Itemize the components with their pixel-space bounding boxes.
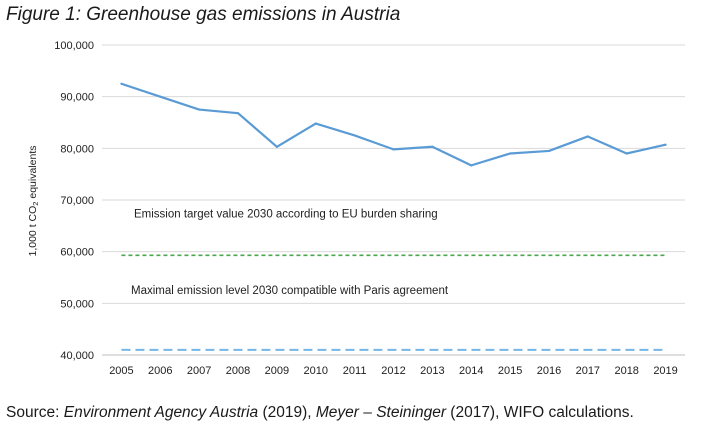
y-tick-label: 40,000 [60,350,94,362]
data-point [275,145,278,148]
y-axis-ticks: 40,000 50,000 60,000 70,000 80,000 90,000 100,… [54,40,94,362]
y-axis-label: 1,000 t CO2 equivalents [27,146,40,257]
data-point [431,145,434,148]
x-tick-label: 2014 [459,365,483,377]
source-rest: (2017), WIFO calculations. [445,404,634,421]
reference-lines: Emission target value 2030 according to … [121,208,666,351]
x-tick-label: 2017 [576,365,600,377]
series-layer [120,82,667,167]
x-tick-label: 2018 [614,365,638,377]
data-point [159,95,162,98]
data-point [353,134,356,137]
x-tick-label: 2016 [537,365,561,377]
data-point [664,143,667,146]
x-tick-label: 2019 [653,365,677,377]
series-line [121,82,666,167]
data-point [236,112,240,115]
data-point [120,82,123,85]
x-tick-label: 2009 [265,365,289,377]
data-point [625,152,628,155]
y-tick-label: 80,000 [60,143,94,155]
y-tick-label: 60,000 [60,247,94,259]
y-tick-label: 100,000 [54,40,94,52]
x-tick-label: 2011 [343,365,367,377]
data-point [586,135,589,138]
data-point [392,148,395,151]
y-tick-label: 70,000 [60,195,94,207]
line-chart: 40,000 50,000 60,000 70,000 80,000 90,000 100,… [27,40,685,377]
source-year-1: (2019), [258,404,316,421]
figure-title: Figure 1: Greenhouse gas emissions in Au… [6,4,401,25]
x-tick-label: 2008 [226,365,250,377]
data-point [509,152,512,155]
x-tick-label: 2012 [381,365,405,377]
x-tick-label: 2006 [148,365,172,377]
source-prefix: Source: [6,404,64,421]
y-tick-label: 50,000 [60,298,94,310]
reference-line-label: Maximal emission level 2030 compatible w… [131,285,449,297]
x-tick-label: 2005 [109,365,133,377]
data-point [314,122,317,125]
data-point [470,164,473,167]
data-point [547,149,551,153]
x-tick-label: 2007 [187,365,211,377]
source-authors: Meyer – Steininger [315,404,446,421]
data-point [198,108,201,111]
source-agency: Environment Agency Austria [63,404,259,421]
reference-line-label: Emission target value 2030 according to … [134,208,438,220]
x-tick-label: 2010 [304,365,328,377]
source-note: Source: Environment Agency Austria (2019… [6,404,634,422]
x-axis-ticks: 2005 2006 2007 2008 2009 2010 2011 2012 2013 2014… [109,365,678,377]
x-tick-label: 2013 [420,365,444,377]
x-tick-label: 2015 [498,365,522,377]
gridlines [102,44,685,304]
y-tick-label: 90,000 [60,92,94,104]
